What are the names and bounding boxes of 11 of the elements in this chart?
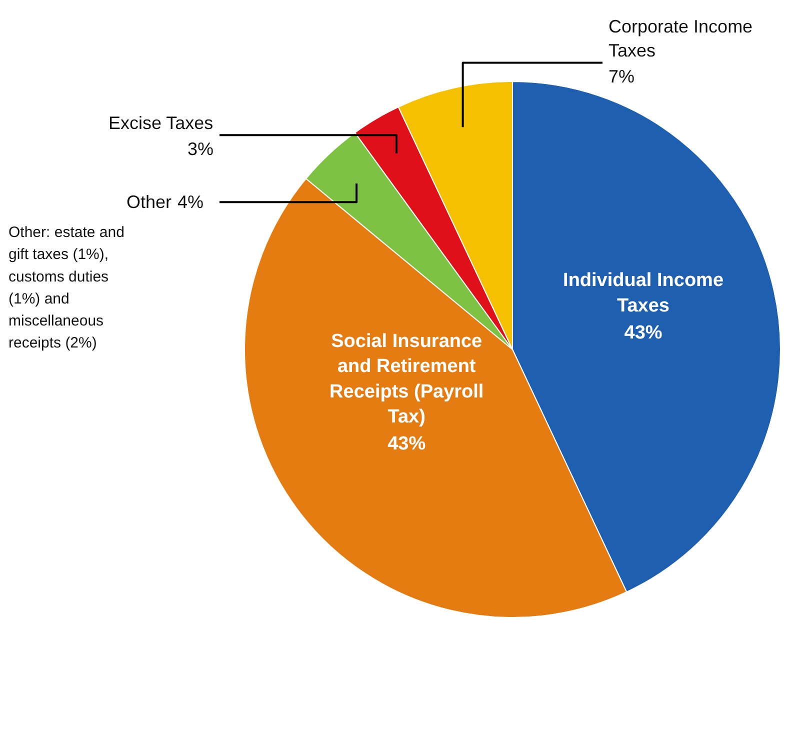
text: Other: estate and gift taxes (1%), customs duties (1%) and miscellaneous receipts (2%) — [8, 224, 124, 352]
data-label: 3% — [187, 139, 214, 160]
slice-label: Social Insurance and Retirement Receipts (Payroll Tax) — [330, 331, 484, 428]
slice-label: Corporate Income Taxes — [608, 16, 753, 61]
slice-label: Excise Taxes — [108, 113, 214, 134]
data-label: 7% — [608, 66, 635, 87]
data-label: 43% — [388, 434, 426, 455]
data-label: 43% — [624, 322, 662, 344]
data-label: 4% — [178, 192, 204, 212]
slice-label: Individual Income Taxes — [563, 270, 724, 316]
slice-label: Other — [126, 192, 172, 212]
